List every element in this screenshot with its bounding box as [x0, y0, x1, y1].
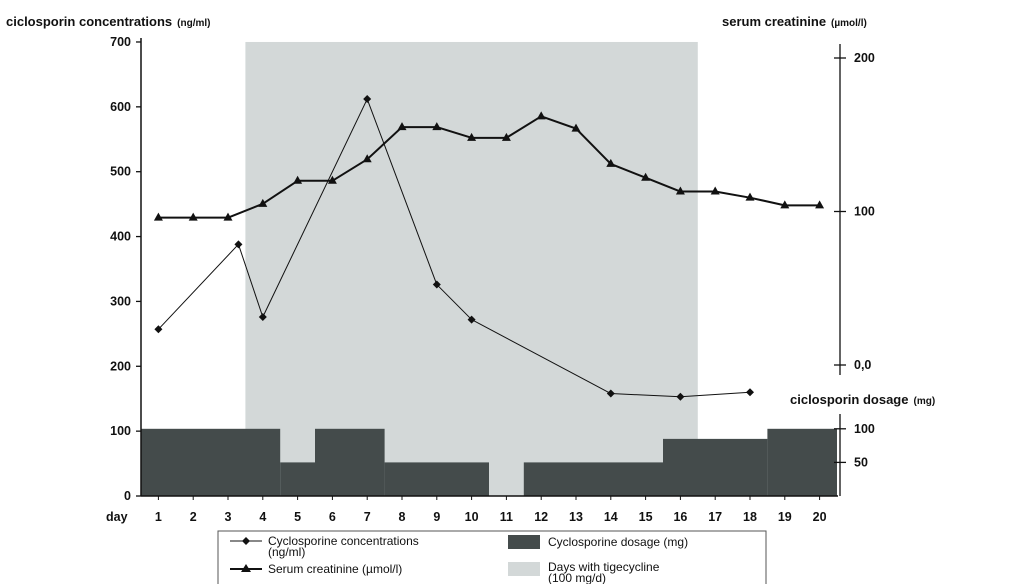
creatinine-point-16 [675, 186, 685, 195]
x-axis-tick-2: 2 [190, 510, 197, 524]
creatinine-point-12 [536, 111, 546, 120]
legend: Cyclosporine concentrations (ng/ml) Seru… [217, 530, 767, 584]
creatinine-point-3 [223, 212, 233, 221]
x-axis-tick-15: 15 [639, 510, 653, 524]
left-axis-tick-300: 300 [110, 294, 131, 308]
creatinine-point-11 [501, 132, 511, 141]
legend-dosage-label: Cyclosporine dosage (mg) [548, 535, 688, 549]
legend-concentration-unit: (ng/ml) [268, 545, 305, 559]
concentration-point-4 [363, 95, 372, 104]
right-lower-tick-100: 100 [854, 422, 875, 436]
creatinine-point-8 [397, 122, 407, 131]
x-axis-tick-18: 18 [743, 510, 757, 524]
creatinine-point-14 [606, 158, 616, 167]
creatinine-point-10 [467, 132, 477, 141]
x-axis-tick-4: 4 [259, 510, 266, 524]
dosage-bar-4 [384, 462, 489, 496]
right-lower-tick-50: 50 [854, 455, 868, 469]
concentration-point-9 [746, 388, 754, 397]
creatinine-point-18 [745, 192, 755, 201]
creatinine-point-19 [780, 200, 790, 209]
creatinine-point-17 [710, 186, 720, 195]
x-axis-tick-10: 10 [465, 510, 479, 524]
legend-concentration-label: Cyclosporine concentrations [268, 534, 419, 548]
legend-creatinine-label: Serum creatinine (µmol/l) [268, 562, 402, 576]
x-axis-tick-7: 7 [364, 510, 371, 524]
left-axis-title: ciclosporin concentrations (ng/ml) [6, 14, 210, 29]
x-axis-tick-16: 16 [673, 510, 687, 524]
creatinine-point-2 [188, 212, 198, 221]
x-axis-tick-13: 13 [569, 510, 583, 524]
legend-dosage-swatch [508, 535, 540, 549]
x-axis-tick-9: 9 [433, 510, 440, 524]
left-axis-tick-700: 700 [110, 35, 131, 49]
legend-frame [217, 530, 767, 584]
tigecycline-period-shade [245, 41, 698, 496]
right-upper-tick-100: 100 [854, 205, 875, 219]
creatinine-point-20 [815, 200, 825, 209]
creatinine-point-1 [153, 212, 163, 221]
x-axis-tick-14: 14 [604, 510, 618, 524]
x-axis-tick-12: 12 [534, 510, 548, 524]
concentration-point-7 [606, 389, 615, 398]
creatinine-point-9 [432, 122, 442, 131]
x-axis-label: day [106, 510, 128, 524]
right-upper-tick-0: 0,0 [854, 358, 871, 372]
x-axis-tick-20: 20 [813, 510, 827, 524]
right-upper-tick-200: 200 [854, 51, 875, 65]
x-axis-tick-11: 11 [500, 510, 513, 524]
x-axis-tick-6: 6 [329, 510, 336, 524]
dosage-bar-6 [663, 438, 768, 496]
x-axis-tick-3: 3 [225, 510, 232, 524]
x-axis-tick-1: 1 [155, 510, 162, 524]
creatinine-point-13 [571, 123, 581, 132]
dosage-bar-2 [280, 462, 315, 496]
x-axis-tick-19: 19 [778, 510, 792, 524]
legend-tigecycline-unit: (100 mg/d) [548, 571, 606, 584]
left-axis-tick-0: 0 [124, 489, 131, 503]
concentration-point-8 [676, 392, 685, 401]
concentration-point-2 [234, 240, 243, 249]
x-axis-tick-8: 8 [399, 510, 406, 524]
creatinine-point-6 [327, 175, 337, 184]
left-axis-tick-100: 100 [110, 424, 131, 438]
legend-concentration-marker [242, 537, 250, 545]
dosage-bar-1 [141, 428, 281, 496]
right-upper-axis-title: serum creatinine (µmol/l) [722, 14, 867, 29]
left-axis-tick-500: 500 [110, 165, 131, 179]
creatinine-point-5 [293, 175, 303, 184]
concentration-point-1 [154, 325, 163, 334]
left-axis-tick-600: 600 [110, 100, 131, 114]
right-lower-axis-title: ciclosporin dosage (mg) [790, 392, 935, 407]
x-axis-tick-17: 17 [708, 510, 722, 524]
x-axis-tick-5: 5 [294, 510, 301, 524]
creatinine-point-7 [362, 154, 372, 163]
left-axis-tick-400: 400 [110, 230, 131, 244]
dosage-bar-7 [767, 428, 837, 496]
dosage-bar-3 [315, 428, 385, 496]
left-axis-tick-200: 200 [110, 359, 131, 373]
legend-tigecycline-label: Days with tigecycline [548, 560, 660, 574]
concentration-point-6 [467, 315, 476, 324]
creatinine-point-4 [258, 198, 268, 207]
legend-creatinine-marker [241, 564, 251, 572]
concentration-point-3 [258, 312, 267, 321]
creatinine-point-15 [641, 172, 651, 181]
creatinine-line [158, 115, 820, 219]
concentration-point-5 [432, 280, 441, 289]
legend-tigecycline-swatch [508, 562, 540, 576]
dosage-bar-5 [523, 462, 663, 496]
